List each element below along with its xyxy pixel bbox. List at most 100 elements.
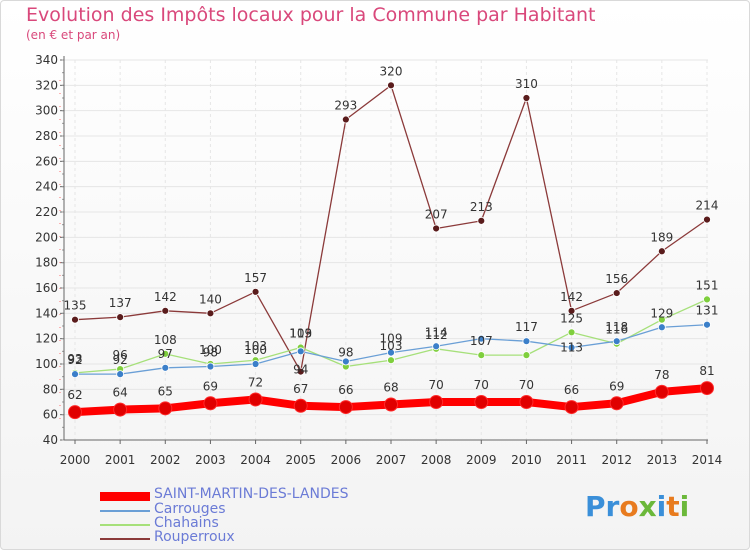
y-tick-label: 300 [35,104,58,118]
y-tick-label: 340 [35,53,58,67]
y-tick-label: 260 [35,154,58,168]
data-label: 113 [289,327,312,341]
x-tick-label: 2006 [331,453,362,467]
legend-swatch [100,510,150,512]
data-point [567,343,576,352]
data-label: 125 [560,311,583,325]
data-point [387,81,395,90]
data-label: 129 [650,306,673,320]
data-label: 293 [334,99,357,113]
data-label: 100 [199,343,222,357]
data-point [477,334,486,343]
data-label: 131 [696,304,719,318]
chart-title: Evolution des Impôts locaux pour la Comm… [26,4,596,26]
data-point [429,395,444,409]
y-tick-label: 280 [35,129,58,143]
data-label: 114 [425,325,448,339]
data-label: 108 [154,333,177,347]
data-label: 97 [158,347,173,361]
data-point [657,315,666,324]
data-point [341,115,350,124]
data-point [609,396,624,411]
data-label: 109 [380,332,403,346]
data-label: 151 [696,278,719,292]
data-label: 112 [425,328,448,342]
data-point [203,396,218,411]
legend-label: Rouperroux [154,529,235,545]
data-point [700,381,714,396]
y-tick-label: 80 [43,382,58,396]
data-label: 116 [605,323,628,337]
data-point [657,247,666,256]
data-label: 62 [67,388,82,402]
data-point [432,342,441,351]
data-label: 100 [244,343,267,357]
legend-label: Chahains [154,515,219,531]
y-tick-label: 60 [43,408,58,422]
logo-letter: P [585,490,606,523]
data-label: 72 [248,375,263,389]
y-tick-label: 140 [35,306,58,320]
data-label: 103 [244,339,267,353]
x-tick-label: 2012 [601,453,632,467]
data-label: 207 [425,207,448,221]
data-point [338,400,353,415]
data-label: 157 [244,271,267,285]
data-label: 98 [203,346,218,360]
data-point [612,289,621,297]
x-tick-label: 2008 [421,453,452,467]
data-point [567,306,576,315]
x-tick-label: 2000 [60,453,91,467]
x-tick-label: 2013 [647,453,678,467]
logo-letter: i [656,490,667,523]
data-label: 93 [67,352,82,366]
data-label: 66 [338,383,353,397]
legend-label: Carrouges [154,501,226,517]
data-point [384,397,398,412]
data-point [522,337,531,346]
data-label: 69 [203,379,218,393]
data-label: 69 [609,379,624,393]
data-point [567,328,576,337]
chart-subtitle: (en € et par an) [26,28,121,42]
data-point [522,94,531,102]
data-point [477,216,486,225]
data-point [251,287,260,296]
logo-letter: o [619,490,639,523]
data-label: 189 [650,230,673,244]
y-tick-label: 180 [35,256,58,270]
legend-swatch [100,538,150,540]
data-label: 142 [154,290,177,304]
data-label: 66 [564,383,579,397]
data-point [564,400,579,415]
legend-swatch [100,492,150,501]
data-label: 118 [605,320,628,334]
data-point [161,349,170,358]
data-point [206,362,215,371]
y-tick-label: 100 [35,357,58,371]
data-label: 67 [293,382,308,396]
data-point [251,360,260,368]
y-tick-label: 160 [35,281,58,295]
data-point [703,320,711,329]
data-label: 135 [64,299,87,313]
legend-swatch [100,524,150,526]
data-point [296,347,305,356]
data-point [296,367,305,376]
data-point [612,337,621,346]
data-label: 70 [474,378,489,392]
data-label: 70 [429,378,444,392]
data-point [116,370,125,379]
data-point [158,401,173,416]
data-label: 310 [515,77,538,91]
x-tick-label: 2014 [692,453,723,467]
data-label: 107 [470,334,493,348]
y-tick-label: 200 [35,230,58,244]
data-label: 96 [113,348,128,362]
data-point [161,363,170,372]
data-point [522,351,531,360]
data-label: 81 [699,364,714,378]
data-point [341,357,350,366]
data-point [519,395,534,409]
